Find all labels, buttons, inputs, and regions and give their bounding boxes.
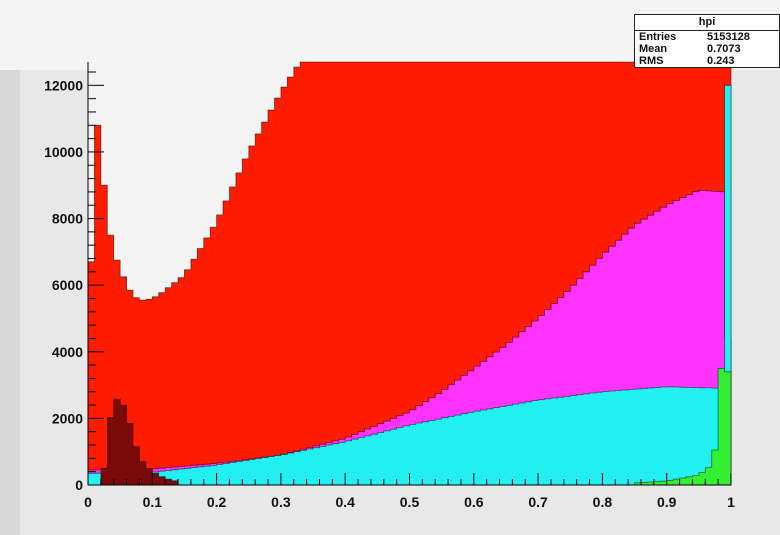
x-tick-label: 0.4: [335, 494, 355, 510]
stats-row-mean: Mean 0.7073: [635, 43, 779, 55]
y-ticks: 0 2000 4000 6000 8000 10000 12000: [44, 71, 104, 493]
y-tick-label: 0: [75, 477, 83, 493]
x-tick-label: 0.6: [464, 494, 484, 510]
x-tick-label: 0: [84, 494, 92, 510]
x-tick-label: 0.3: [271, 494, 291, 510]
left-margin-band: [0, 70, 20, 535]
stats-box: hpi Entries 5153128 Mean 0.7073 RMS 0.24…: [634, 14, 780, 68]
x-tick-label: 0.5: [400, 494, 420, 510]
x-tick-label: 0.8: [593, 494, 613, 510]
stats-label: Entries: [639, 31, 677, 43]
y-tick-label: 10000: [44, 144, 83, 160]
x-tick-label: 1: [727, 494, 735, 510]
y-tick-label: 2000: [52, 410, 83, 426]
y-tick-label: 6000: [52, 277, 83, 293]
stats-row-entries: Entries 5153128: [635, 31, 779, 43]
y-tick-label: 8000: [52, 211, 83, 227]
series-area-3: [88, 398, 179, 486]
series-area-2: [87, 84, 732, 486]
series-area-4: [634, 368, 732, 486]
y-tick-label: 12000: [44, 77, 83, 93]
stats-box-title: hpi: [635, 15, 779, 31]
y-tick-label: 4000: [52, 344, 83, 360]
series-layer: [87, 61, 732, 486]
x-tick-label: 0.7: [528, 494, 548, 510]
stats-label: RMS: [639, 55, 664, 67]
x-tick-label: 0.9: [657, 494, 677, 510]
stats-label: Mean: [639, 43, 668, 55]
x-tick-label: 0.2: [207, 494, 227, 510]
x-ticks: 0 0.1 0.2 0.3 0.4 0.5 0.6 0.7 0.8 0.9 1: [84, 473, 735, 510]
stats-row-rms: RMS 0.243: [635, 55, 779, 67]
x-tick-label: 0.1: [143, 494, 163, 510]
stats-value: 0.243: [707, 55, 735, 67]
stats-value: 0.7073: [707, 43, 741, 55]
stats-value: 5153128: [707, 31, 750, 43]
